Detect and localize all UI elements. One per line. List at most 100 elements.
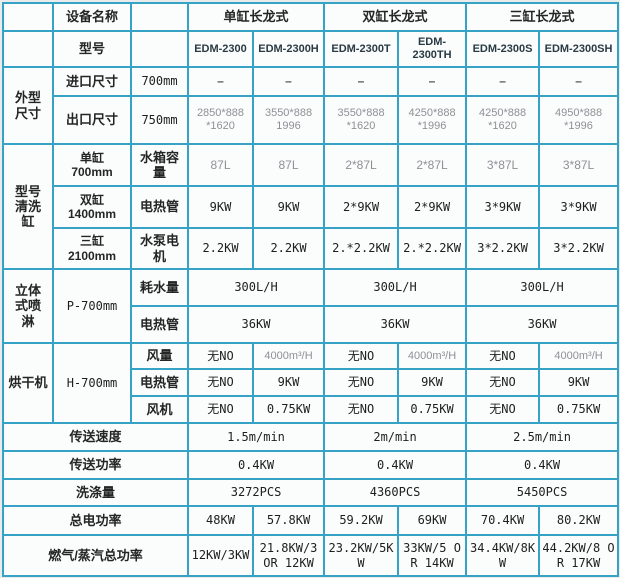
spec-value-empty: – — [465, 66, 541, 97]
table-row: 总电功率 48KW 57.8KW 59.2KW 69KW 70.4KW 80.2KW — [2, 505, 620, 536]
spec-value: 80.2KW — [538, 505, 620, 536]
spec-value: 无NO — [465, 395, 541, 424]
spec-value: 33KW/5 OR 14KW — [397, 534, 468, 577]
spec-value: 3272PCS — [186, 478, 326, 507]
spec-value: 2.*2.2KW — [397, 227, 468, 270]
table-row: 型号 清洗 缸单缸 700mm 水箱容量 87L 87L 2*87L 2*87L 3*87L… — [2, 143, 620, 270]
label-inlet-size: 进口尺寸 — [52, 66, 132, 97]
spec-value-empty: – — [397, 66, 468, 97]
spec-value: 3*9KW — [538, 185, 620, 229]
spec-value: 4000m³/H — [538, 342, 620, 370]
spec-value: 36KW — [186, 305, 326, 344]
spec-value-empty: – — [187, 66, 254, 97]
label-conveyor-speed: 传送速度 — [2, 422, 189, 452]
blank-cell — [2, 30, 54, 68]
spec-value: 87L — [187, 143, 254, 187]
model-edm-2300t: EDM-2300T — [323, 30, 400, 68]
spec-value-empty: – — [538, 66, 620, 97]
spec-value: 4000m³/H — [397, 342, 468, 370]
table-row: 设备名称 单缸长龙式 双缸长龙式 三缸长龙式 — [2, 2, 620, 32]
spec-value: 无NO — [323, 342, 400, 370]
spec-value: 3*87L — [538, 143, 620, 187]
table-row: 出口尺寸 750mm 2850*888 *1620 3550*888 1996 3550… — [3, 95, 620, 145]
table-row: 风机 无NO 0.75KW 无NO 0.75KW 无NO 0.75KW — [3, 395, 620, 424]
spec-value: 36KW — [323, 305, 468, 344]
spec-value: 2.2KW — [251, 227, 326, 270]
spec-value: 3*87L — [465, 143, 541, 187]
table-row: 电热管 无NO 9KW 无NO 9KW 无NO 9KW — [3, 368, 620, 397]
spec-value: 2.*2.2KW — [323, 227, 400, 270]
label-h-700mm: H-700mm — [52, 342, 132, 424]
spec-value: 34.4KW/8KW — [465, 534, 541, 577]
spec-value: 3550*888 *1620 — [323, 95, 400, 145]
spec-value: 300L/H — [323, 268, 468, 307]
label-p-700mm: P-700mm — [52, 268, 132, 344]
label-heating-tube: 电热管 — [130, 368, 189, 397]
label-fan: 风机 — [130, 395, 189, 424]
spec-value: 0.4KW — [465, 450, 620, 480]
spec-value: 0.4KW — [323, 450, 468, 480]
label-double-tank-size: 双缸 1400mm — [52, 185, 132, 229]
spec-value: 2.5m/min — [465, 422, 620, 452]
label-single-tank-size: 单缸 700mm — [52, 143, 132, 187]
table-row: 电热管 36KW 36KW 36KW — [3, 305, 620, 344]
spec-value: 0.75KW — [397, 395, 468, 424]
spec-value: 23.2KW/5KW — [323, 534, 400, 577]
label-washing-capacity: 洗涤量 — [2, 478, 189, 507]
spec-value: 9KW — [538, 368, 620, 397]
corner-blank-cell — [2, 2, 54, 32]
label-outlet-size: 出口尺寸 — [52, 95, 132, 145]
table-row: 燃气/蒸汽总功率 12KW/3KW 21.8KW/3 OR 12KW 23.2KW/5… — [2, 534, 620, 577]
table-row: 型号 EDM-2300 EDM-2300H EDM-2300T EDM-2300TH ED… — [2, 30, 620, 68]
group-header-single-tank: 单缸长龙式 — [186, 2, 326, 32]
spec-value: 69KW — [397, 505, 468, 536]
spec-value: 300L/H — [186, 268, 326, 307]
spec-value: 2*9KW — [323, 185, 400, 229]
table-row: 立体 式喷 淋 P-700mm 耗水量 300L/H 300L/H 300L/H — [2, 268, 620, 344]
spec-value: 2.2KW — [187, 227, 254, 270]
spec-value-empty: – — [251, 66, 326, 97]
blank-cell — [130, 30, 189, 68]
spec-value: 0.75KW — [251, 395, 326, 424]
spec-value: 2*87L — [323, 143, 400, 187]
spec-value: 9KW — [251, 368, 326, 397]
value-outlet-size: 750mm — [130, 95, 189, 145]
spec-value: 48KW — [187, 505, 254, 536]
label-heating-tube: 电热管 — [130, 185, 189, 229]
spec-value: 无NO — [187, 342, 254, 370]
label-total-electric-power: 总电功率 — [2, 505, 189, 536]
spec-value: 无NO — [465, 342, 541, 370]
spec-value: 36KW — [465, 305, 620, 344]
spec-value: 12KW/3KW — [187, 534, 254, 577]
spec-value: 4250*888 *1620 — [465, 95, 541, 145]
model-edm-2300s: EDM-2300S — [465, 30, 541, 68]
spec-value: 9KW — [397, 368, 468, 397]
section-dryer: 烘干机 — [2, 342, 54, 424]
spec-value: 87L — [251, 143, 326, 187]
table-row: 传送功率 0.4KW 0.4KW 0.4KW — [2, 450, 620, 480]
spec-value: 无NO — [187, 395, 254, 424]
label-water-tank-capacity: 水箱容量 — [130, 143, 189, 187]
spec-value: 70.4KW — [465, 505, 541, 536]
label-air-volume: 风量 — [130, 342, 189, 370]
section-washing-tank: 型号 清洗 缸 — [2, 143, 54, 270]
header-model: 型号 — [52, 30, 132, 68]
group-header-triple-tank: 三缸长龙式 — [465, 2, 620, 32]
table-row: 双缸 1400mm 电热管 9KW 9KW 2*9KW 2*9KW 3*9KW 3*9KW — [3, 185, 620, 229]
value-inlet-size: 700mm — [130, 66, 189, 97]
spec-value: 2m/min — [323, 422, 468, 452]
spec-value: 4000m³/H — [251, 342, 326, 370]
model-edm-2300sh: EDM-2300SH — [538, 30, 620, 68]
spec-value: 2*87L — [397, 143, 468, 187]
spec-value: 9KW — [251, 185, 326, 229]
model-edm-2300: EDM-2300 — [187, 30, 254, 68]
spec-value: 57.8KW — [251, 505, 326, 536]
table-row: 洗涤量 3272PCS 4360PCS 5450PCS — [2, 478, 620, 507]
spec-value: 59.2KW — [323, 505, 400, 536]
spec-value: 3*2.2KW — [465, 227, 541, 270]
model-edm-2300th: EDM-2300TH — [397, 30, 468, 68]
spec-value: 无NO — [323, 395, 400, 424]
spec-value: 3*2.2KW — [538, 227, 620, 270]
